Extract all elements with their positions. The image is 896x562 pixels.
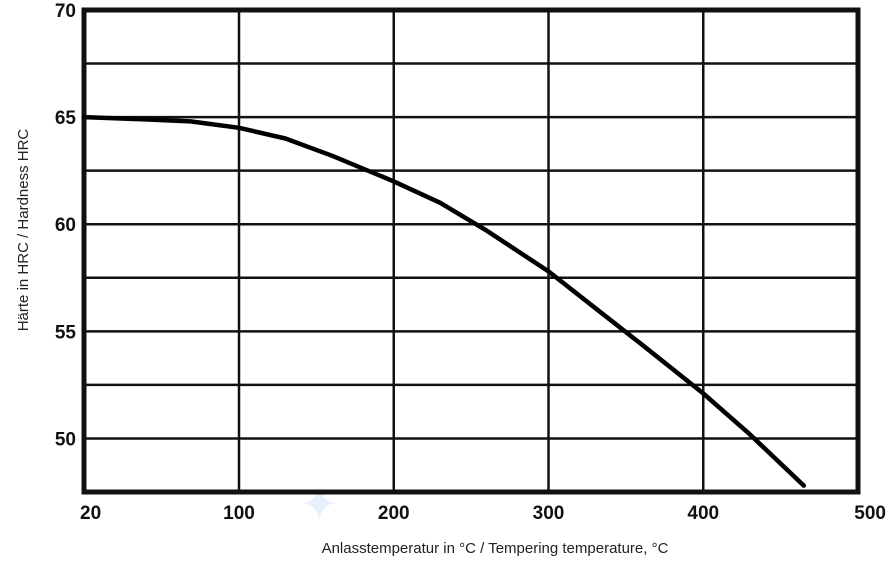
x-tick-label: 400 [687, 503, 719, 524]
x-tick-labels: 20 100 200 300 400 500 [80, 503, 886, 524]
y-tick-label: 70 [55, 1, 76, 22]
y-axis-label: Härte in HRC / Hardness HRC [15, 129, 32, 332]
x-axis-label: Anlasstemperatur in °C / Tempering tempe… [322, 540, 669, 557]
y-tick-label: 65 [55, 108, 77, 129]
y-tick-labels: 50 55 60 65 70 [55, 1, 77, 450]
x-tick-label: 20 [80, 503, 101, 524]
x-tick-label: 200 [378, 503, 410, 524]
watermark: ✦ [300, 477, 339, 531]
y-tick-label: 50 [55, 429, 76, 450]
plot-frame [81, 7, 861, 495]
hardness-curve [81, 114, 807, 488]
x-tick-label: 500 [854, 503, 886, 524]
watermark-glyph: ✦ [300, 477, 339, 531]
y-tick-label: 55 [55, 322, 77, 343]
x-tick-label: 300 [533, 503, 565, 524]
grid [82, 8, 860, 492]
x-tick-label: 100 [223, 503, 255, 524]
y-tick-label: 60 [55, 215, 76, 236]
